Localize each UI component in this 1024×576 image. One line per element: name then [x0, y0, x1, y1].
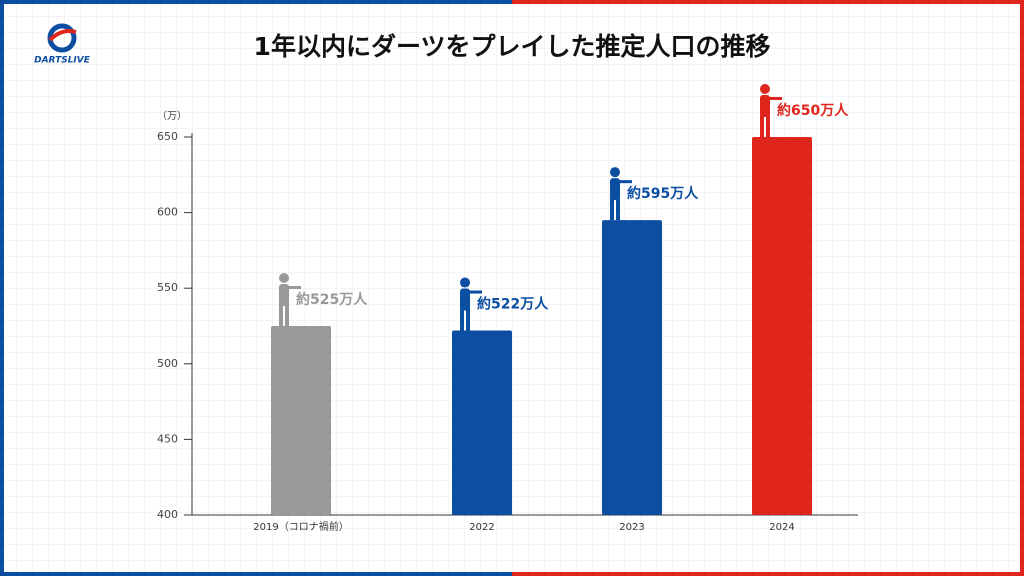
torso — [279, 284, 289, 306]
y-tick-label: 400 — [157, 508, 178, 521]
arm — [618, 180, 632, 184]
bar — [752, 137, 812, 515]
frame-right — [512, 0, 1024, 576]
leg — [760, 115, 764, 137]
bar — [602, 220, 662, 515]
y-unit: （万） — [157, 110, 187, 122]
arm — [468, 290, 482, 294]
torso — [760, 95, 770, 117]
y-tick-label: 450 — [157, 432, 178, 445]
x-tick-label: 2023 — [619, 522, 644, 533]
torso — [460, 288, 470, 311]
arm — [768, 97, 782, 100]
logo: DARTSLIVE — [34, 23, 91, 66]
leg — [616, 198, 620, 221]
head — [279, 273, 289, 283]
leg — [460, 308, 464, 331]
head — [760, 84, 770, 94]
head — [610, 167, 620, 178]
y-tick-label: 550 — [157, 281, 178, 294]
value-label: 約525万人 — [296, 291, 368, 308]
y-tick-label: 500 — [157, 357, 178, 370]
arm — [287, 286, 301, 289]
person-icon — [760, 84, 782, 137]
leg — [285, 304, 289, 326]
leg — [279, 304, 283, 326]
x-tick-label: 2022 — [469, 522, 494, 533]
chart-title: 1年以内にダーツをプレイした推定人口の推移 — [254, 32, 771, 61]
leg — [466, 308, 470, 331]
person-icon — [279, 273, 301, 326]
head — [460, 277, 470, 288]
person-icon — [460, 277, 482, 331]
logo-text: DARTSLIVE — [34, 56, 91, 66]
frame-left — [0, 0, 512, 576]
torso — [610, 178, 620, 201]
bar — [271, 326, 331, 515]
bar — [452, 330, 512, 515]
leg — [766, 115, 770, 137]
value-label: 約595万人 — [627, 185, 699, 202]
x-tick-label: 2019（コロナ禍前） — [253, 520, 348, 533]
y-tick-label: 600 — [157, 206, 178, 219]
x-tick-label: 2024 — [769, 522, 794, 533]
value-label: 約522万人 — [477, 296, 549, 313]
leg — [610, 198, 614, 221]
person-icon — [610, 167, 632, 221]
value-label: 約650万人 — [777, 102, 849, 119]
y-tick-label: 650 — [157, 130, 178, 143]
